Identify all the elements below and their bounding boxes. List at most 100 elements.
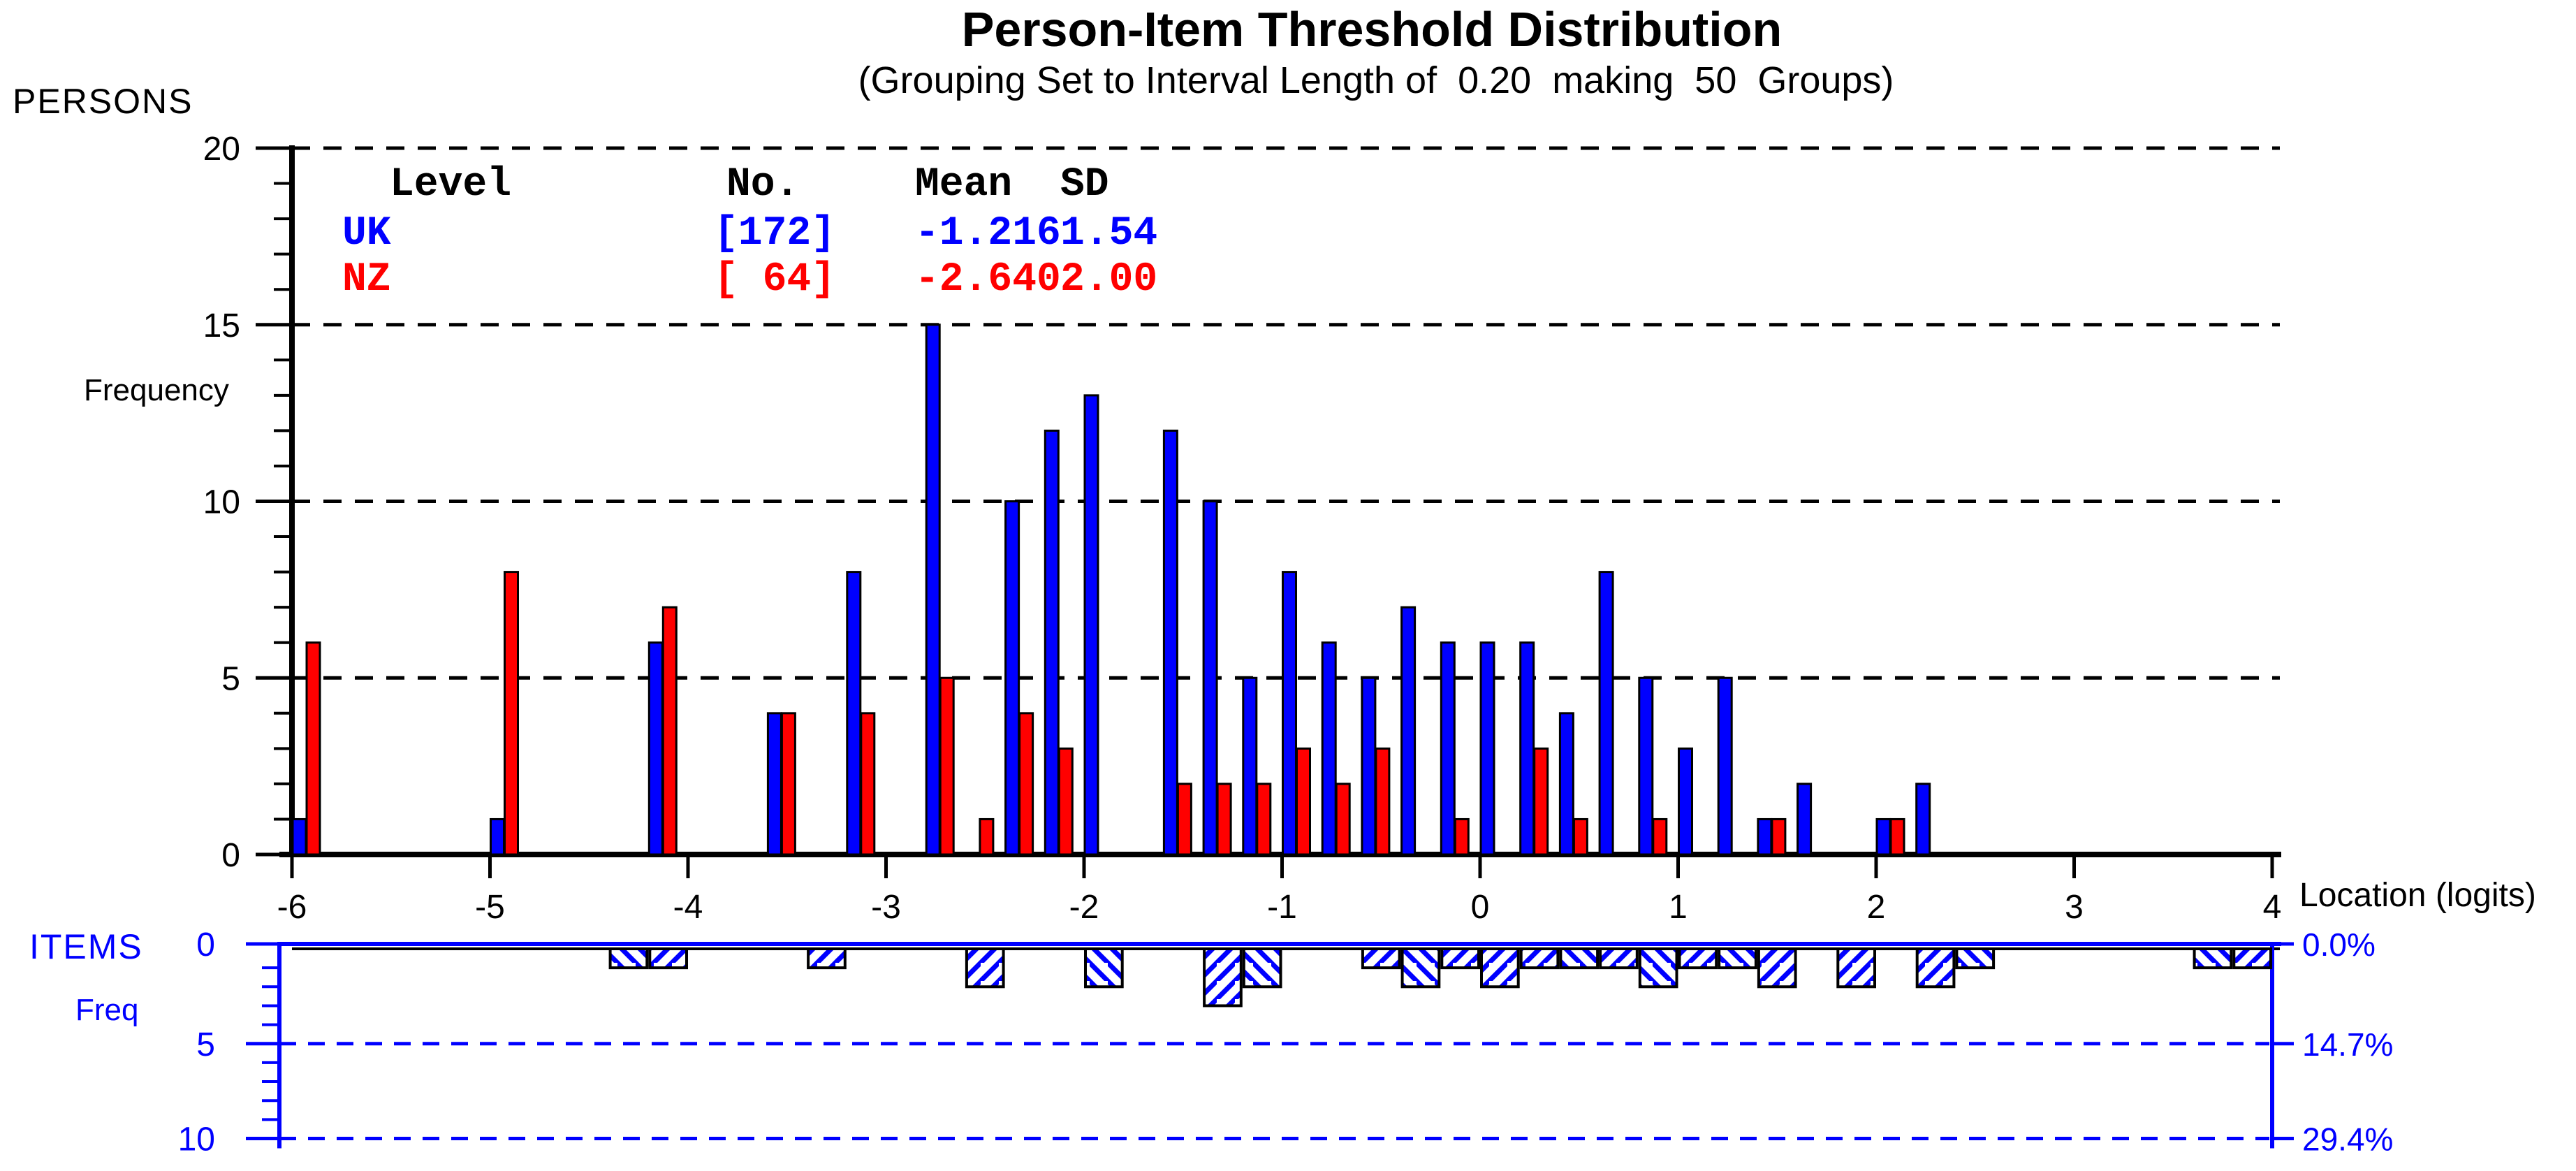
items-percent-label: 29.4% — [2302, 1121, 2393, 1158]
person-bar-uk — [1162, 429, 1178, 856]
legend-uk-mean: -1.216 — [915, 211, 1061, 256]
item-bar — [1638, 947, 1678, 989]
person-bar-uk — [1400, 606, 1417, 856]
person-bar-nz — [1256, 783, 1272, 856]
person-bar-nz — [780, 712, 796, 856]
person-bar-uk — [647, 641, 664, 856]
person-bar-uk — [1202, 500, 1218, 856]
items-percent-label: 14.7% — [2302, 1026, 2393, 1063]
person-bar-nz — [860, 712, 876, 856]
person-bar-nz — [1572, 817, 1588, 856]
item-bar — [1440, 947, 1481, 970]
person-bar-uk — [1321, 641, 1337, 856]
person-bar-nz — [979, 817, 995, 856]
persons-y-axis-label: Frequency — [84, 373, 229, 407]
person-bar-uk — [1519, 641, 1535, 856]
person-bar-uk — [766, 712, 782, 856]
person-bar-nz — [1216, 783, 1232, 856]
item-bar — [1242, 947, 1282, 989]
item-bar — [1718, 947, 1757, 970]
person-bar-nz — [1018, 712, 1034, 856]
x-tick-label: -1 — [1267, 889, 1297, 926]
person-bar-uk — [1558, 712, 1574, 856]
x-tick-label: -3 — [871, 889, 901, 926]
x-tick-label: -4 — [673, 889, 703, 926]
x-axis — [279, 852, 2281, 857]
items-y-axis-label: Freq — [75, 993, 139, 1027]
person-bar-nz — [1058, 747, 1074, 856]
x-axis-label: Location (logits) — [2299, 877, 2536, 914]
items-baseline — [292, 947, 2280, 950]
items-y-tick-label: 5 — [196, 1026, 215, 1063]
x-tick-label: -2 — [1069, 889, 1099, 926]
item-bar — [1203, 947, 1243, 1008]
chart-subtitle: (Grouping Set to Interval Length of 0.20… — [858, 59, 1894, 101]
item-bar — [807, 947, 847, 970]
items-percent-label: 0.0% — [2302, 926, 2376, 963]
x-tick-label: 3 — [2065, 889, 2084, 926]
items-y-tick-label: 0 — [196, 926, 215, 963]
legend-nz-level: NZ — [342, 257, 391, 303]
person-bar-uk — [925, 323, 941, 856]
persons-y-tick-label: 10 — [203, 484, 240, 521]
person-bar-uk — [1757, 817, 1773, 856]
person-bar-nz — [1454, 817, 1470, 856]
item-bar — [1559, 947, 1600, 970]
person-bar-uk — [1678, 747, 1693, 856]
item-bar — [1480, 947, 1520, 989]
item-bar — [2232, 947, 2273, 970]
legend-header-mean: Mean — [915, 162, 1013, 208]
person-bar-nz — [305, 641, 321, 856]
person-bar-nz — [1335, 783, 1351, 856]
chart-title: Person-Item Threshold Distribution — [961, 2, 1783, 57]
person-bar-uk — [1717, 676, 1733, 856]
legend-uk-no: [172] — [714, 211, 836, 256]
persons-y-tick-label: 0 — [221, 837, 240, 874]
person-bar-uk — [1282, 571, 1297, 856]
persons-y-tick-label: 15 — [203, 307, 240, 344]
items-panel-label: ITEMS — [29, 927, 143, 966]
person-bar-uk — [1875, 817, 1891, 856]
legend-header-no: No. — [726, 162, 800, 208]
person-bar-uk — [490, 817, 505, 856]
person-bar-uk — [291, 817, 307, 856]
x-tick-label: 4 — [2263, 889, 2282, 926]
person-bar-uk — [1638, 676, 1654, 856]
item-bar — [1519, 947, 1560, 970]
person-bar-nz — [1375, 747, 1391, 856]
item-bar — [608, 947, 649, 970]
person-bar-nz — [1652, 817, 1668, 856]
x-tick-label: 2 — [1867, 889, 1886, 926]
item-bar — [2193, 947, 2233, 970]
person-bar-uk — [1915, 783, 1931, 856]
item-bar — [965, 947, 1005, 989]
item-bar — [1361, 947, 1401, 970]
item-bar — [1836, 947, 1877, 989]
persons-y-tick-label: 5 — [221, 660, 240, 697]
person-bar-uk — [1004, 500, 1020, 856]
person-bar-uk — [846, 571, 862, 856]
person-bar-uk — [1044, 429, 1060, 856]
item-bar — [1084, 947, 1124, 989]
legend-uk-sd: 1.54 — [1060, 211, 1158, 256]
legend-nz-no: [ 64] — [714, 257, 836, 303]
x-tick-label: 0 — [1471, 889, 1490, 926]
person-bar-nz — [661, 606, 678, 856]
item-bar — [648, 947, 688, 970]
person-bar-nz — [1296, 747, 1311, 856]
persons-y-tick-label: 20 — [203, 131, 240, 168]
person-bar-uk — [1440, 641, 1456, 856]
items-y-tick-label: 10 — [178, 1121, 215, 1158]
person-bar-uk — [1242, 676, 1258, 856]
person-bar-uk — [1361, 676, 1377, 856]
legend-nz-mean: -2.640 — [915, 257, 1061, 303]
items-zero-line — [279, 942, 2281, 946]
item-bar — [1599, 947, 1639, 970]
person-bar-nz — [1771, 817, 1787, 856]
item-bar — [1400, 947, 1441, 989]
x-tick-label: 1 — [1669, 889, 1688, 926]
item-bar — [1757, 947, 1797, 989]
item-bar — [1678, 947, 1718, 970]
